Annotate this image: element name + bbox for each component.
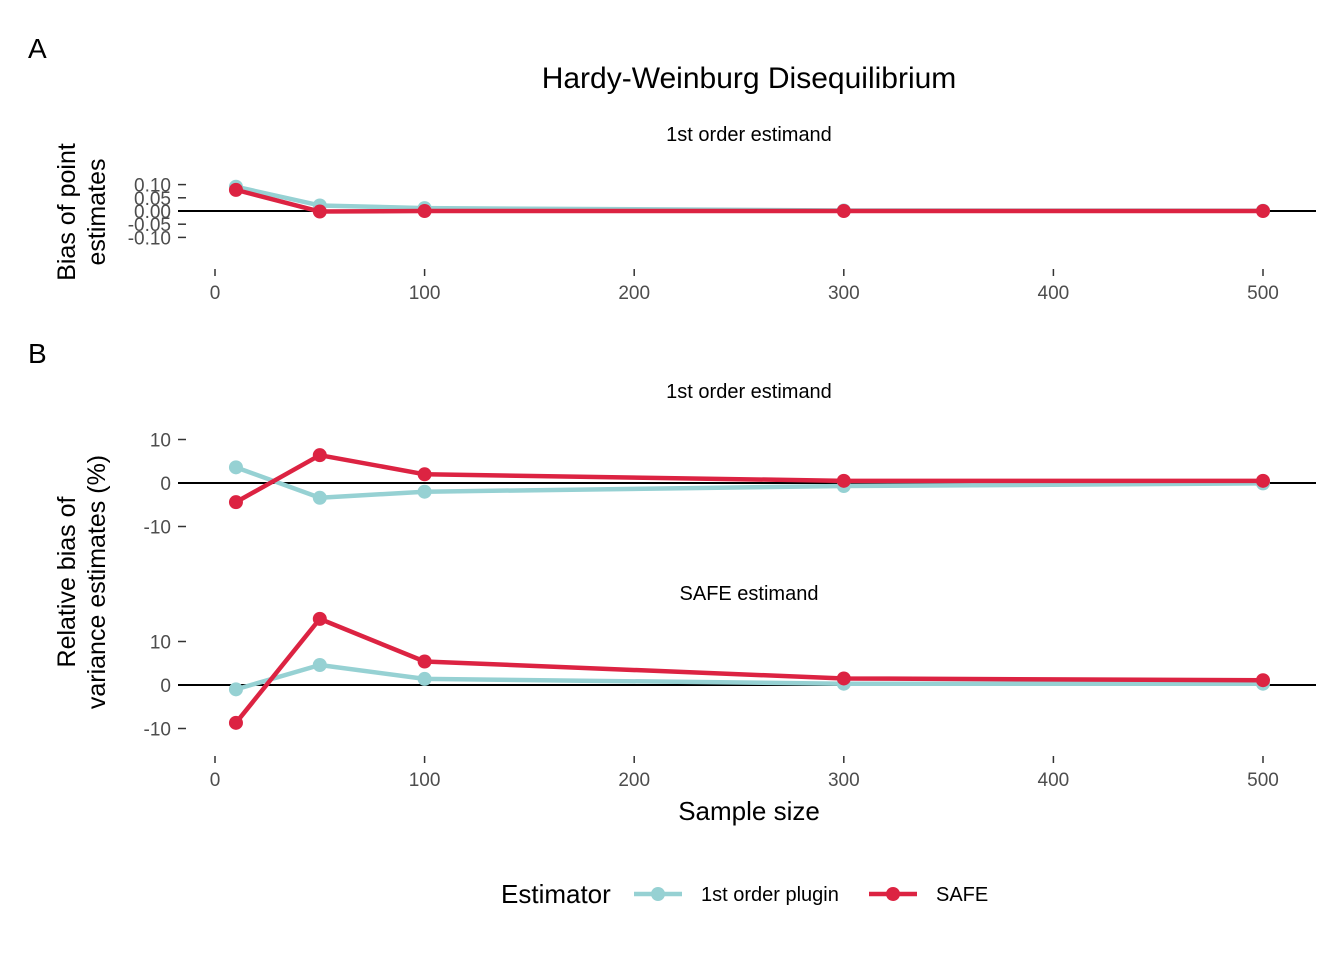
data-point-1st-order-plugin xyxy=(228,460,243,475)
y-tick-label: -0.10 xyxy=(128,228,171,249)
x-tick-label: 300 xyxy=(828,283,860,304)
y-tick-label: 10 xyxy=(150,633,171,654)
facet-title-a: 1st order estimand xyxy=(666,124,832,146)
x-tick-label: 0 xyxy=(210,283,221,304)
y-tick-label: 0 xyxy=(160,676,171,697)
data-point-1st-order-plugin xyxy=(228,682,243,697)
y-axis-title-a-line1: Bias of point xyxy=(53,143,81,281)
series-line-1st-order-plugin xyxy=(235,184,1264,213)
data-point-safe xyxy=(1256,204,1270,218)
legend-label-first-order-plugin: 1st order plugin xyxy=(701,884,839,906)
data-point-safe xyxy=(836,204,851,218)
y-tick-label: -0.05 xyxy=(128,215,171,236)
y-tick-label: -10 xyxy=(144,720,171,741)
data-point-1st-order-plugin xyxy=(312,490,327,505)
data-point-safe xyxy=(836,473,851,488)
x-tick-label: 500 xyxy=(1247,283,1279,304)
x-tick-label: 500 xyxy=(1247,770,1279,791)
data-point-safe xyxy=(312,611,327,626)
facet-title-b2: SAFE estimand xyxy=(680,583,819,605)
data-point-safe xyxy=(1256,673,1270,688)
y-tick-label: 0.05 xyxy=(134,189,171,210)
x-tick-label: 200 xyxy=(618,283,650,304)
data-point-safe xyxy=(836,671,851,686)
legend-key-point xyxy=(886,887,900,901)
x-tick-label: 100 xyxy=(409,770,441,791)
x-tick-label: 200 xyxy=(618,770,650,791)
legend-key-safe xyxy=(869,887,917,901)
series-line-safe xyxy=(234,616,1264,725)
legend-key-first-order-plugin xyxy=(634,887,682,901)
legend: Estimator 1st order plugin SAFE xyxy=(501,879,988,909)
y-tick-label: 0.00 xyxy=(134,202,171,223)
y-tick-label: 0.10 xyxy=(134,176,171,197)
x-tick-label: 300 xyxy=(828,770,860,791)
data-point-safe xyxy=(417,467,432,482)
data-point-safe xyxy=(417,204,432,218)
data-point-safe xyxy=(1256,473,1270,488)
legend-title: Estimator xyxy=(501,879,611,909)
x-tick-label: 400 xyxy=(1038,283,1070,304)
panel-a-tag: A xyxy=(28,33,47,64)
x-tick-label: 400 xyxy=(1038,770,1070,791)
data-point-safe xyxy=(228,495,243,510)
plot-variance-bias-first-order: 10 0 -10 xyxy=(144,431,1316,539)
data-point-safe xyxy=(312,448,327,463)
x-axis-title: Sample size xyxy=(678,796,820,826)
data-point-safe xyxy=(312,204,327,219)
y-tick-label: 10 xyxy=(150,431,171,452)
y-tick-label: -10 xyxy=(144,518,171,539)
data-point-1st-order-plugin xyxy=(417,671,432,686)
data-point-1st-order-plugin xyxy=(417,484,432,499)
panel-b-tag: B xyxy=(28,338,47,369)
y-tick-label: 0 xyxy=(160,474,171,495)
x-tick-label: 0 xyxy=(210,770,221,791)
data-point-safe xyxy=(417,654,432,669)
x-tick-label: 100 xyxy=(409,283,441,304)
data-point-safe xyxy=(228,182,243,197)
figure-title: Hardy-Weinburg Disequilibrium xyxy=(542,62,957,95)
y-axis-title-b-line1: Relative bias of xyxy=(53,496,81,667)
y-axis-title-b-line2: variance estimates (%) xyxy=(83,455,111,709)
data-point-1st-order-plugin xyxy=(312,657,327,672)
data-point-safe xyxy=(228,715,243,730)
plot-bias-point-estimates: 0.100.050.00-0.05-0.10 0 100 200 300 400 500 xyxy=(128,176,1316,304)
plot-variance-bias-safe: 100-100 100 200 300 400 500 xyxy=(144,611,1316,791)
y-axis-title-a-line2: estimates xyxy=(83,159,111,266)
legend-label-safe: SAFE xyxy=(936,884,988,906)
legend-key-point xyxy=(651,887,665,901)
facet-title-b1: 1st order estimand xyxy=(666,381,832,403)
